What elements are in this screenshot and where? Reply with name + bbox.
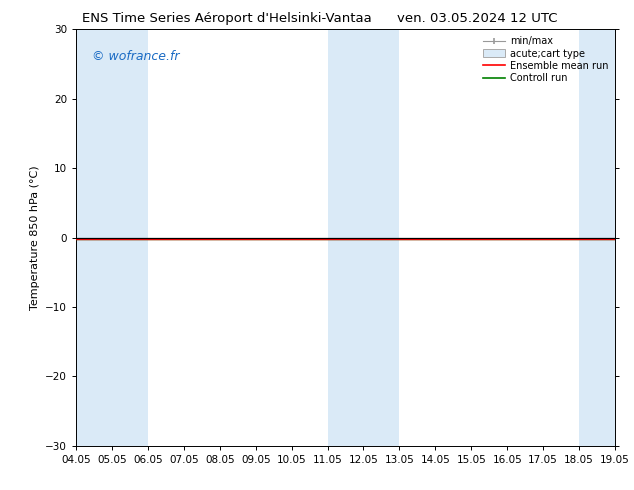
Text: © wofrance.fr: © wofrance.fr [93,50,180,63]
Legend: min/max, acute;cart type, Ensemble mean run, Controll run: min/max, acute;cart type, Ensemble mean … [481,34,610,85]
Bar [328,29,399,446]
Y-axis label: Temperature 850 hPa (°C): Temperature 850 hPa (°C) [30,165,39,310]
Bar [579,29,615,446]
Text: ven. 03.05.2024 12 UTC: ven. 03.05.2024 12 UTC [398,12,558,25]
Bar [76,29,148,446]
Text: ENS Time Series Aéroport d'Helsinki-Vantaa: ENS Time Series Aéroport d'Helsinki-Vant… [82,12,372,25]
